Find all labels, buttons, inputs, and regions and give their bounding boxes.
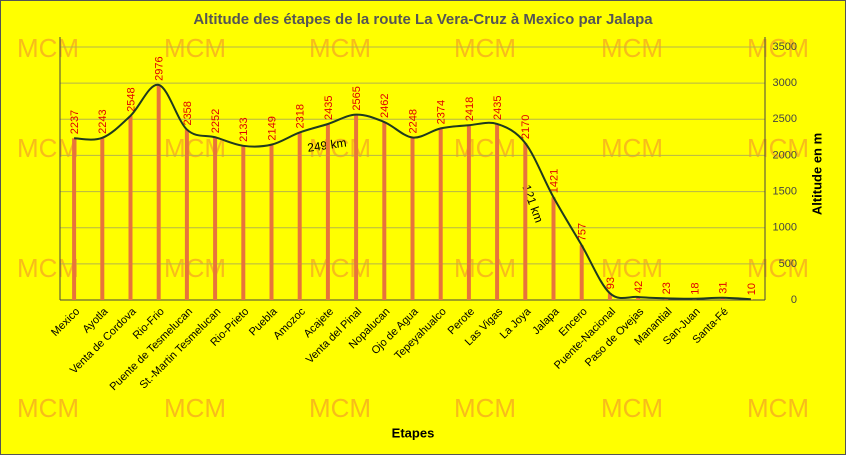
value-label: 2248 <box>407 109 419 133</box>
watermark: MCM <box>454 33 516 63</box>
value-label: 23 <box>661 282 673 294</box>
watermarks: MCM MCM MCM MCM MCM MCM MCM MCM MCM MCM MCM MCM MCM M… <box>17 33 809 423</box>
bar <box>241 145 246 300</box>
bar <box>636 296 641 300</box>
value-label: 31 <box>718 282 730 294</box>
value-label: 2418 <box>464 97 476 121</box>
value-label: 757 <box>577 223 589 241</box>
bar <box>438 128 443 300</box>
watermark: MCM <box>601 253 663 283</box>
watermark: MCM <box>747 33 809 63</box>
watermark: MCM <box>309 33 371 63</box>
watermark: MCM <box>747 393 809 423</box>
watermark: MCM <box>454 393 516 423</box>
bar <box>297 132 302 300</box>
value-label: 2462 <box>379 94 391 118</box>
value-label: 2170 <box>520 115 532 139</box>
bar <box>100 137 105 300</box>
bar <box>325 123 330 300</box>
y-tick-label: 0 <box>791 294 797 306</box>
value-label: 42 <box>633 281 645 293</box>
bar <box>156 84 161 300</box>
value-label: 2252 <box>210 109 222 133</box>
bar <box>128 115 133 300</box>
profile-line <box>74 83 751 301</box>
bar <box>354 114 359 300</box>
watermark: MCM <box>164 33 226 63</box>
bar <box>269 144 274 300</box>
watermark: MCM <box>601 133 663 163</box>
value-label: 2237 <box>69 110 81 134</box>
watermark: MCM <box>164 393 226 423</box>
value-label: 2149 <box>266 116 278 140</box>
bar <box>382 122 387 301</box>
watermark: MCM <box>601 393 663 423</box>
value-label: 2565 <box>351 86 363 110</box>
bar <box>579 245 584 300</box>
watermark: MCM <box>17 253 79 283</box>
value-label: 2243 <box>97 109 109 133</box>
chart-title: Altitude des étapes de la route La Vera-… <box>193 11 653 28</box>
y-tick-label: 3500 <box>773 41 797 53</box>
watermark: MCM <box>309 133 371 163</box>
y-tick-label: 2000 <box>773 149 797 161</box>
value-label: 1421 <box>548 169 560 193</box>
watermark: MCM <box>454 133 516 163</box>
value-label: 93 <box>605 277 617 289</box>
y-tick-label: 1500 <box>773 185 797 197</box>
bar <box>523 143 528 300</box>
value-label: 2548 <box>125 87 137 111</box>
y-tick-label: 500 <box>779 258 797 270</box>
watermark: MCM <box>17 33 79 63</box>
bar <box>748 299 753 300</box>
watermark: MCM <box>17 133 79 163</box>
value-label: 2976 <box>154 56 166 80</box>
watermark: MCM <box>309 253 371 283</box>
value-label: 2318 <box>295 104 307 128</box>
x-axis-title: Etapes <box>392 425 435 440</box>
bar <box>495 123 500 300</box>
bar <box>72 138 77 300</box>
value-label: 2374 <box>436 100 448 124</box>
watermark: MCM <box>747 253 809 283</box>
bar <box>410 137 415 300</box>
bar <box>184 129 189 300</box>
bar <box>551 197 556 300</box>
value-label: 10 <box>746 283 758 295</box>
value-label: 2435 <box>492 95 504 119</box>
bar <box>466 125 471 301</box>
y-tick-label: 3000 <box>773 77 797 89</box>
y-axis-title: Altitude en m <box>809 133 824 215</box>
bar <box>720 297 725 300</box>
watermark: MCM <box>747 133 809 163</box>
watermark: MCM <box>309 393 371 423</box>
value-label: 2133 <box>238 117 250 141</box>
watermark: MCM <box>17 393 79 423</box>
y-tick-label: 2500 <box>773 113 797 125</box>
bar <box>607 293 612 300</box>
bar <box>213 137 218 300</box>
y-tick-label: 1000 <box>773 222 797 234</box>
value-label: 18 <box>689 282 701 294</box>
watermark: MCM <box>454 253 516 283</box>
watermark: MCM <box>601 33 663 63</box>
value-label: 2358 <box>182 101 194 125</box>
value-label: 2435 <box>323 95 335 119</box>
